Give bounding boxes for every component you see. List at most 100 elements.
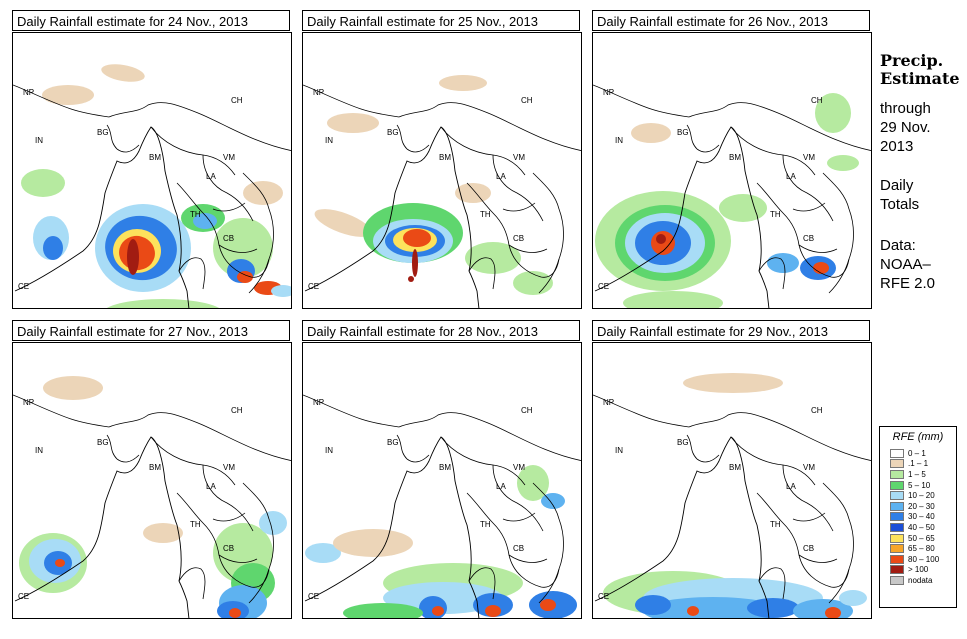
rain-area: [42, 85, 94, 105]
rainfall-map: NP CH IN BG BM VM LA TH CB CE: [302, 342, 582, 619]
country-border: [242, 172, 274, 294]
country-border: [468, 567, 496, 600]
country-border: [688, 412, 871, 461]
country-label: CE: [308, 282, 319, 291]
country-label: CE: [18, 592, 29, 601]
legend-item: 80 – 100: [880, 554, 956, 565]
country-border: [178, 567, 206, 600]
country-label: VM: [223, 463, 235, 472]
country-label: TH: [190, 210, 201, 219]
country-border: [758, 567, 786, 600]
map-svg: NP CH IN BG BM VM LA TH CB CE: [593, 84, 871, 308]
rain-area: [839, 590, 867, 606]
legend-swatch: [890, 565, 904, 575]
coastline: [304, 126, 480, 308]
country-border: [758, 257, 786, 290]
country-border: [508, 554, 560, 588]
country-border: [176, 492, 258, 563]
country-label: VM: [513, 153, 525, 162]
legend-item: 50 – 65: [880, 533, 956, 544]
country-border: [593, 84, 690, 118]
legend-item: nodata: [880, 575, 956, 586]
rain-area: [193, 213, 217, 229]
rain-area: [55, 559, 65, 567]
rain-area: [683, 373, 783, 393]
legend-label: 1 – 5: [908, 469, 926, 479]
rain-area: [513, 271, 553, 295]
country-border: [492, 464, 544, 532]
country-border: [730, 126, 816, 176]
map-svg: NP CH IN BG BM VM LA TH CB CE: [13, 376, 291, 618]
rain-area: [43, 236, 63, 260]
map-svg: NP CH IN BG BM VM LA TH CB CE: [13, 64, 291, 308]
legend-label: 50 – 65: [908, 533, 935, 543]
country-border: [202, 154, 254, 222]
legend-item: 40 – 50: [880, 522, 956, 533]
rain-area: [127, 239, 139, 275]
rain-area: [314, 209, 372, 237]
country-border: [822, 172, 854, 294]
country-label: VM: [223, 153, 235, 162]
country-label: CE: [18, 282, 29, 291]
country-border: [792, 512, 826, 522]
legend-swatch: [890, 522, 904, 532]
legend-swatch: [890, 480, 904, 490]
legend-label: 40 – 50: [908, 522, 935, 532]
country-label: IN: [615, 446, 623, 455]
rain-area: [767, 253, 799, 273]
country-label: BG: [97, 438, 109, 447]
country-border: [756, 492, 838, 563]
legend-item: 65 – 80: [880, 543, 956, 554]
legend-label: 10 – 20: [908, 491, 935, 501]
through-line-3: 2013: [880, 138, 914, 155]
rain-area: [485, 605, 501, 617]
panel-title: Daily Rainfall estimate for 26 Nov., 201…: [592, 10, 870, 31]
legend-item: 10 – 20: [880, 490, 956, 501]
country-border: [398, 412, 581, 461]
panel-title: Daily Rainfall estimate for 25 Nov., 201…: [302, 10, 580, 31]
map-panel: Daily Rainfall estimate for 26 Nov., 201…: [592, 10, 872, 310]
country-label: LA: [496, 482, 506, 491]
map-svg: NP CH IN BG BM VM LA TH CB CE: [303, 75, 581, 308]
country-border: [396, 434, 430, 463]
data-line-1: Data:: [880, 237, 916, 254]
panel-title: Daily Rainfall estimate for 27 Nov., 201…: [12, 320, 290, 341]
country-label: IN: [615, 136, 623, 145]
rain-area: [143, 523, 183, 543]
country-border: [798, 244, 850, 278]
data-source: Data: NOAA– RFE 2.0: [880, 236, 935, 293]
rain-area: [243, 181, 283, 205]
country-label: NP: [313, 88, 324, 97]
country-label: BM: [439, 153, 451, 162]
panel-title: Daily Rainfall estimate for 29 Nov., 201…: [592, 320, 870, 341]
legend-label: 30 – 40: [908, 512, 935, 522]
country-label: TH: [480, 210, 491, 219]
map-svg: NP CH IN BG BM VM LA TH CB CE: [303, 394, 581, 618]
rainfall-map: NP CH IN BG BM VM LA TH CB CE: [12, 342, 292, 619]
rainfall-map: NP CH IN BG BM VM LA TH CB CE: [592, 32, 872, 309]
country-label: NP: [603, 88, 614, 97]
rain-area: [259, 511, 287, 535]
map-panel: Daily Rainfall estimate for 27 Nov., 201…: [12, 320, 292, 620]
panel-title: Daily Rainfall estimate for 28 Nov., 201…: [302, 320, 580, 341]
country-label: BM: [149, 153, 161, 162]
country-border: [466, 492, 548, 563]
legend-label: 65 – 80: [908, 544, 935, 554]
country-label: CB: [803, 544, 814, 553]
country-label: IN: [325, 446, 333, 455]
map-svg: NP CH IN BG BM VM LA TH CB CE: [593, 373, 871, 618]
legend-item: 0 – 1: [880, 448, 956, 459]
country-label: VM: [513, 463, 525, 472]
rain-area: [541, 493, 565, 509]
country-label: NP: [23, 88, 34, 97]
legend-item: > 100: [880, 565, 956, 576]
country-label: LA: [206, 172, 216, 181]
rain-area: [43, 376, 103, 400]
country-border: [686, 434, 720, 463]
country-border: [688, 102, 871, 151]
rain-area: [305, 543, 341, 563]
map-panel: Daily Rainfall estimate for 25 Nov., 201…: [302, 10, 582, 310]
country-border: [202, 464, 254, 532]
product-heading: Precip. Estimate: [880, 52, 960, 88]
